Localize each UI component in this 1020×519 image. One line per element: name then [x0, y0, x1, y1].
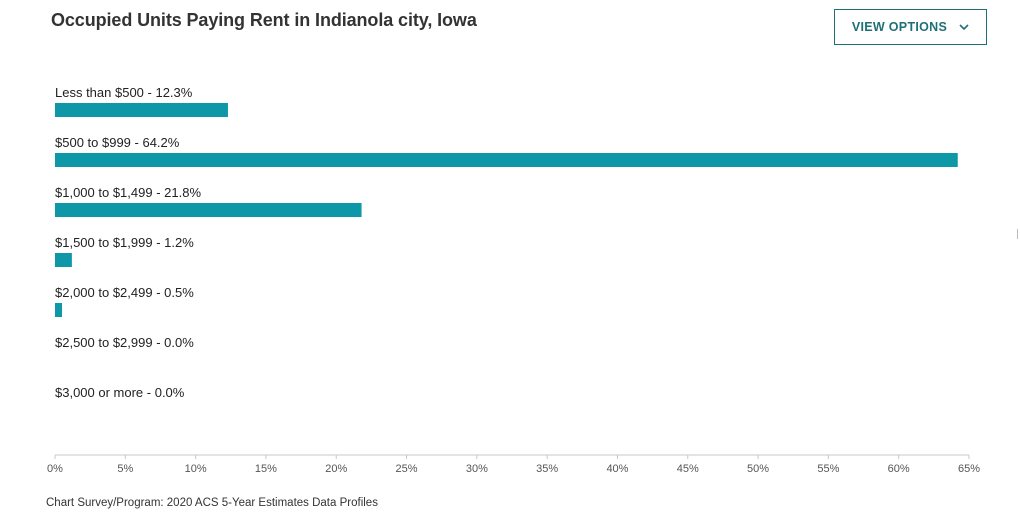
x-tick-label: 35% [536, 463, 558, 475]
bar[interactable] [55, 153, 958, 167]
x-tick-label: 65% [958, 463, 980, 475]
x-tick-label: 45% [677, 463, 699, 475]
x-tick-label: 0% [47, 463, 63, 475]
x-tick-label: 30% [466, 463, 488, 475]
bar-label: $1,500 to $1,999 - 1.2% [55, 235, 194, 250]
chart-title: Occupied Units Paying Rent in Indianola … [51, 10, 477, 30]
chart-source-note: Chart Survey/Program: 2020 ACS 5-Year Es… [46, 497, 378, 509]
bar-label: Less than $500 - 12.3% [55, 85, 193, 100]
x-tick-label: 5% [117, 463, 133, 475]
bar-label: $2,500 to $2,999 - 0.0% [55, 335, 194, 350]
bar-chart: Less than $500 - 12.3% $500 to $999 - 64.… [47, 85, 980, 475]
bar-label: $1,000 to $1,499 - 21.8% [55, 185, 201, 200]
bar[interactable] [55, 203, 362, 217]
x-tick-label: 50% [747, 463, 769, 475]
x-tick-label: 40% [606, 463, 628, 475]
x-tick-label: 55% [817, 463, 839, 475]
bar[interactable] [55, 303, 63, 317]
bar[interactable] [55, 253, 72, 267]
x-tick-label: 60% [888, 463, 910, 475]
bar-label: $3,000 or more - 0.0% [55, 385, 185, 400]
chevron-down-icon [959, 23, 969, 31]
x-tick-label: 25% [396, 463, 418, 475]
bar-label: $2,000 to $2,499 - 0.5% [55, 285, 194, 300]
view-options-button[interactable]: VIEW OPTIONS [834, 9, 987, 45]
bar[interactable] [55, 103, 228, 117]
x-tick-label: 15% [255, 463, 277, 475]
bar-label: $500 to $999 - 64.2% [55, 135, 180, 150]
x-tick-label: 10% [185, 463, 207, 475]
x-tick-label: 20% [325, 463, 347, 475]
scroll-edge-mark [1017, 229, 1018, 239]
view-options-label: VIEW OPTIONS [851, 20, 948, 34]
